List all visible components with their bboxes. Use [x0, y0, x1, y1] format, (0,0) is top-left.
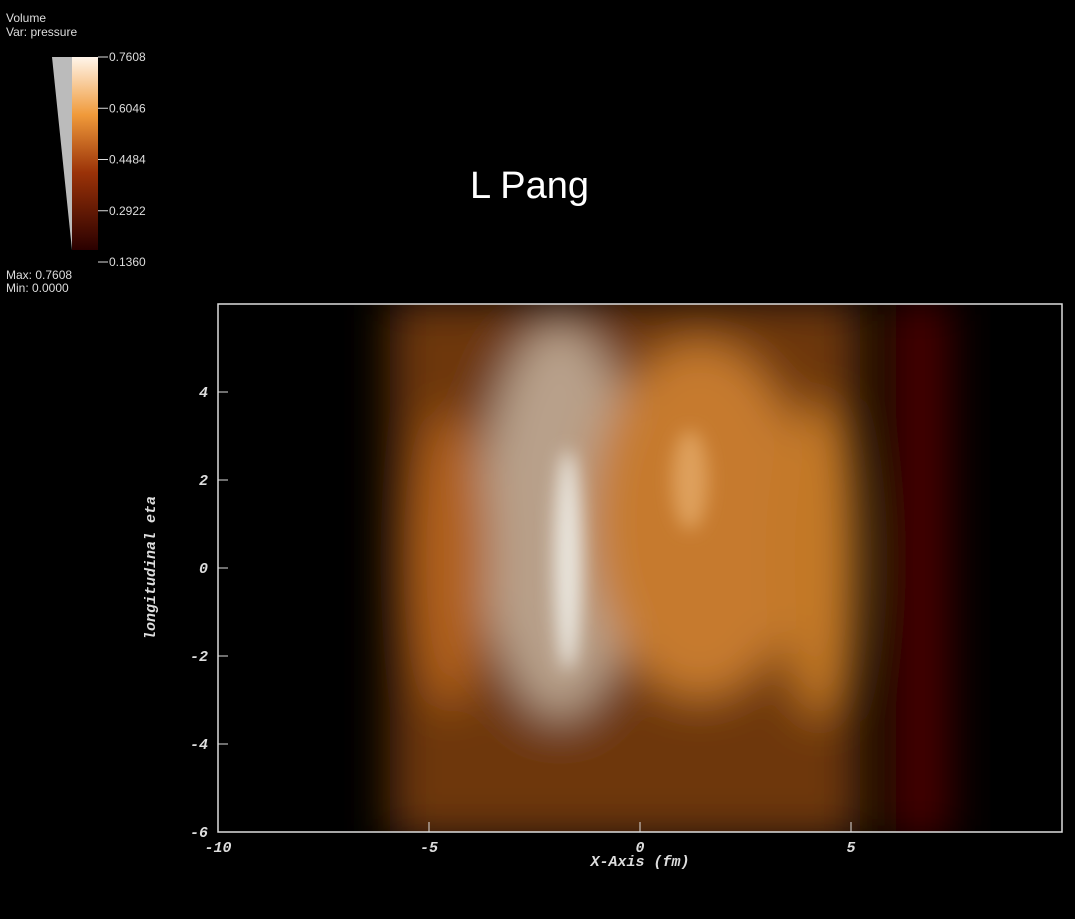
y-axis-label: longitudinal eta	[143, 496, 160, 640]
y-tick-label: -2	[190, 649, 208, 666]
y-tick-label: -6	[190, 825, 208, 842]
legend-title: Volume	[6, 11, 46, 25]
legend-tick-label: 0.2922	[109, 204, 146, 218]
x-tick-label: 0	[635, 840, 644, 857]
screen: Volume Var: pressure Max: 0.7608 Min: 0.…	[0, 0, 1075, 919]
y-tick-label: -4	[190, 737, 208, 754]
annotation: L Pang	[470, 165, 589, 207]
x-tick-label: 5	[846, 840, 855, 857]
legend-variable: Var: pressure	[6, 25, 77, 39]
x-tick-label: -5	[420, 840, 438, 857]
legend-min: Min: 0.0000	[6, 281, 69, 295]
y-tick-label: 2	[199, 473, 208, 490]
legend-tick-label: 0.1360	[109, 255, 146, 269]
x-tick-label: -10	[204, 840, 231, 857]
legend-tick-label: 0.6046	[109, 101, 146, 115]
legend-max: Max: 0.7608	[6, 268, 72, 282]
color-bar	[72, 57, 98, 250]
legend-tick-label: 0.4484	[109, 153, 146, 167]
y-tick-label: 4	[199, 385, 208, 402]
legend-tick-label: 0.7608	[109, 50, 146, 64]
y-tick-label: 0	[199, 561, 208, 578]
